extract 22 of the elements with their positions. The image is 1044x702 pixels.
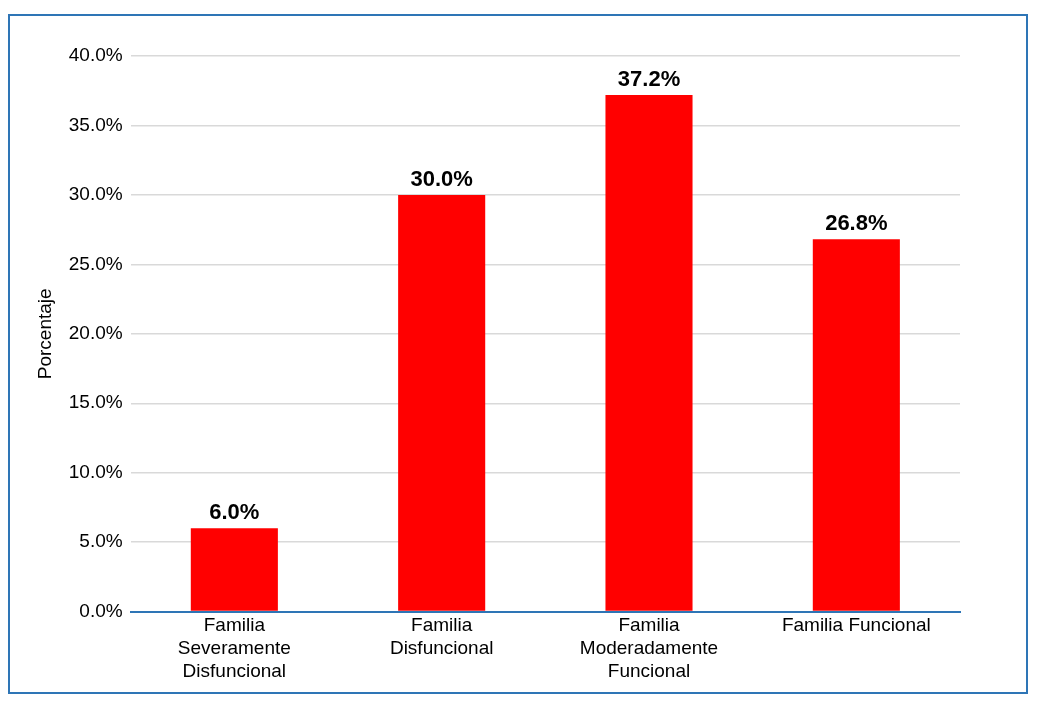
bar <box>605 94 693 611</box>
y-axis-title: Porcentaje <box>33 288 55 380</box>
y-tick-label: 30.0% <box>68 183 123 205</box>
bar <box>812 239 900 611</box>
x-tick-label: Familia Moderadamente Funcional <box>579 614 719 681</box>
y-tick-label: 15.0% <box>68 391 123 413</box>
y-tick-label: 0.0% <box>79 599 123 621</box>
y-tick-label: 5.0% <box>79 530 123 552</box>
x-tick-label: Familia Funcional <box>781 614 931 636</box>
bar <box>398 194 486 611</box>
y-tick-label: 10.0% <box>68 460 123 482</box>
data-label: 30.0% <box>410 165 473 191</box>
y-tick-label: 40.0% <box>68 44 123 66</box>
data-label: 6.0% <box>209 499 260 525</box>
x-tick-label: Familia Severamente Disfuncional <box>177 614 291 681</box>
y-tick-label: 25.0% <box>68 252 123 274</box>
bar <box>190 528 278 611</box>
y-tick-label: 35.0% <box>68 113 123 135</box>
data-label: 37.2% <box>617 65 681 91</box>
y-tick-label: 20.0% <box>68 322 123 344</box>
data-label: 26.8% <box>825 210 888 236</box>
x-tick-label: Familia Disfuncional <box>389 614 494 659</box>
